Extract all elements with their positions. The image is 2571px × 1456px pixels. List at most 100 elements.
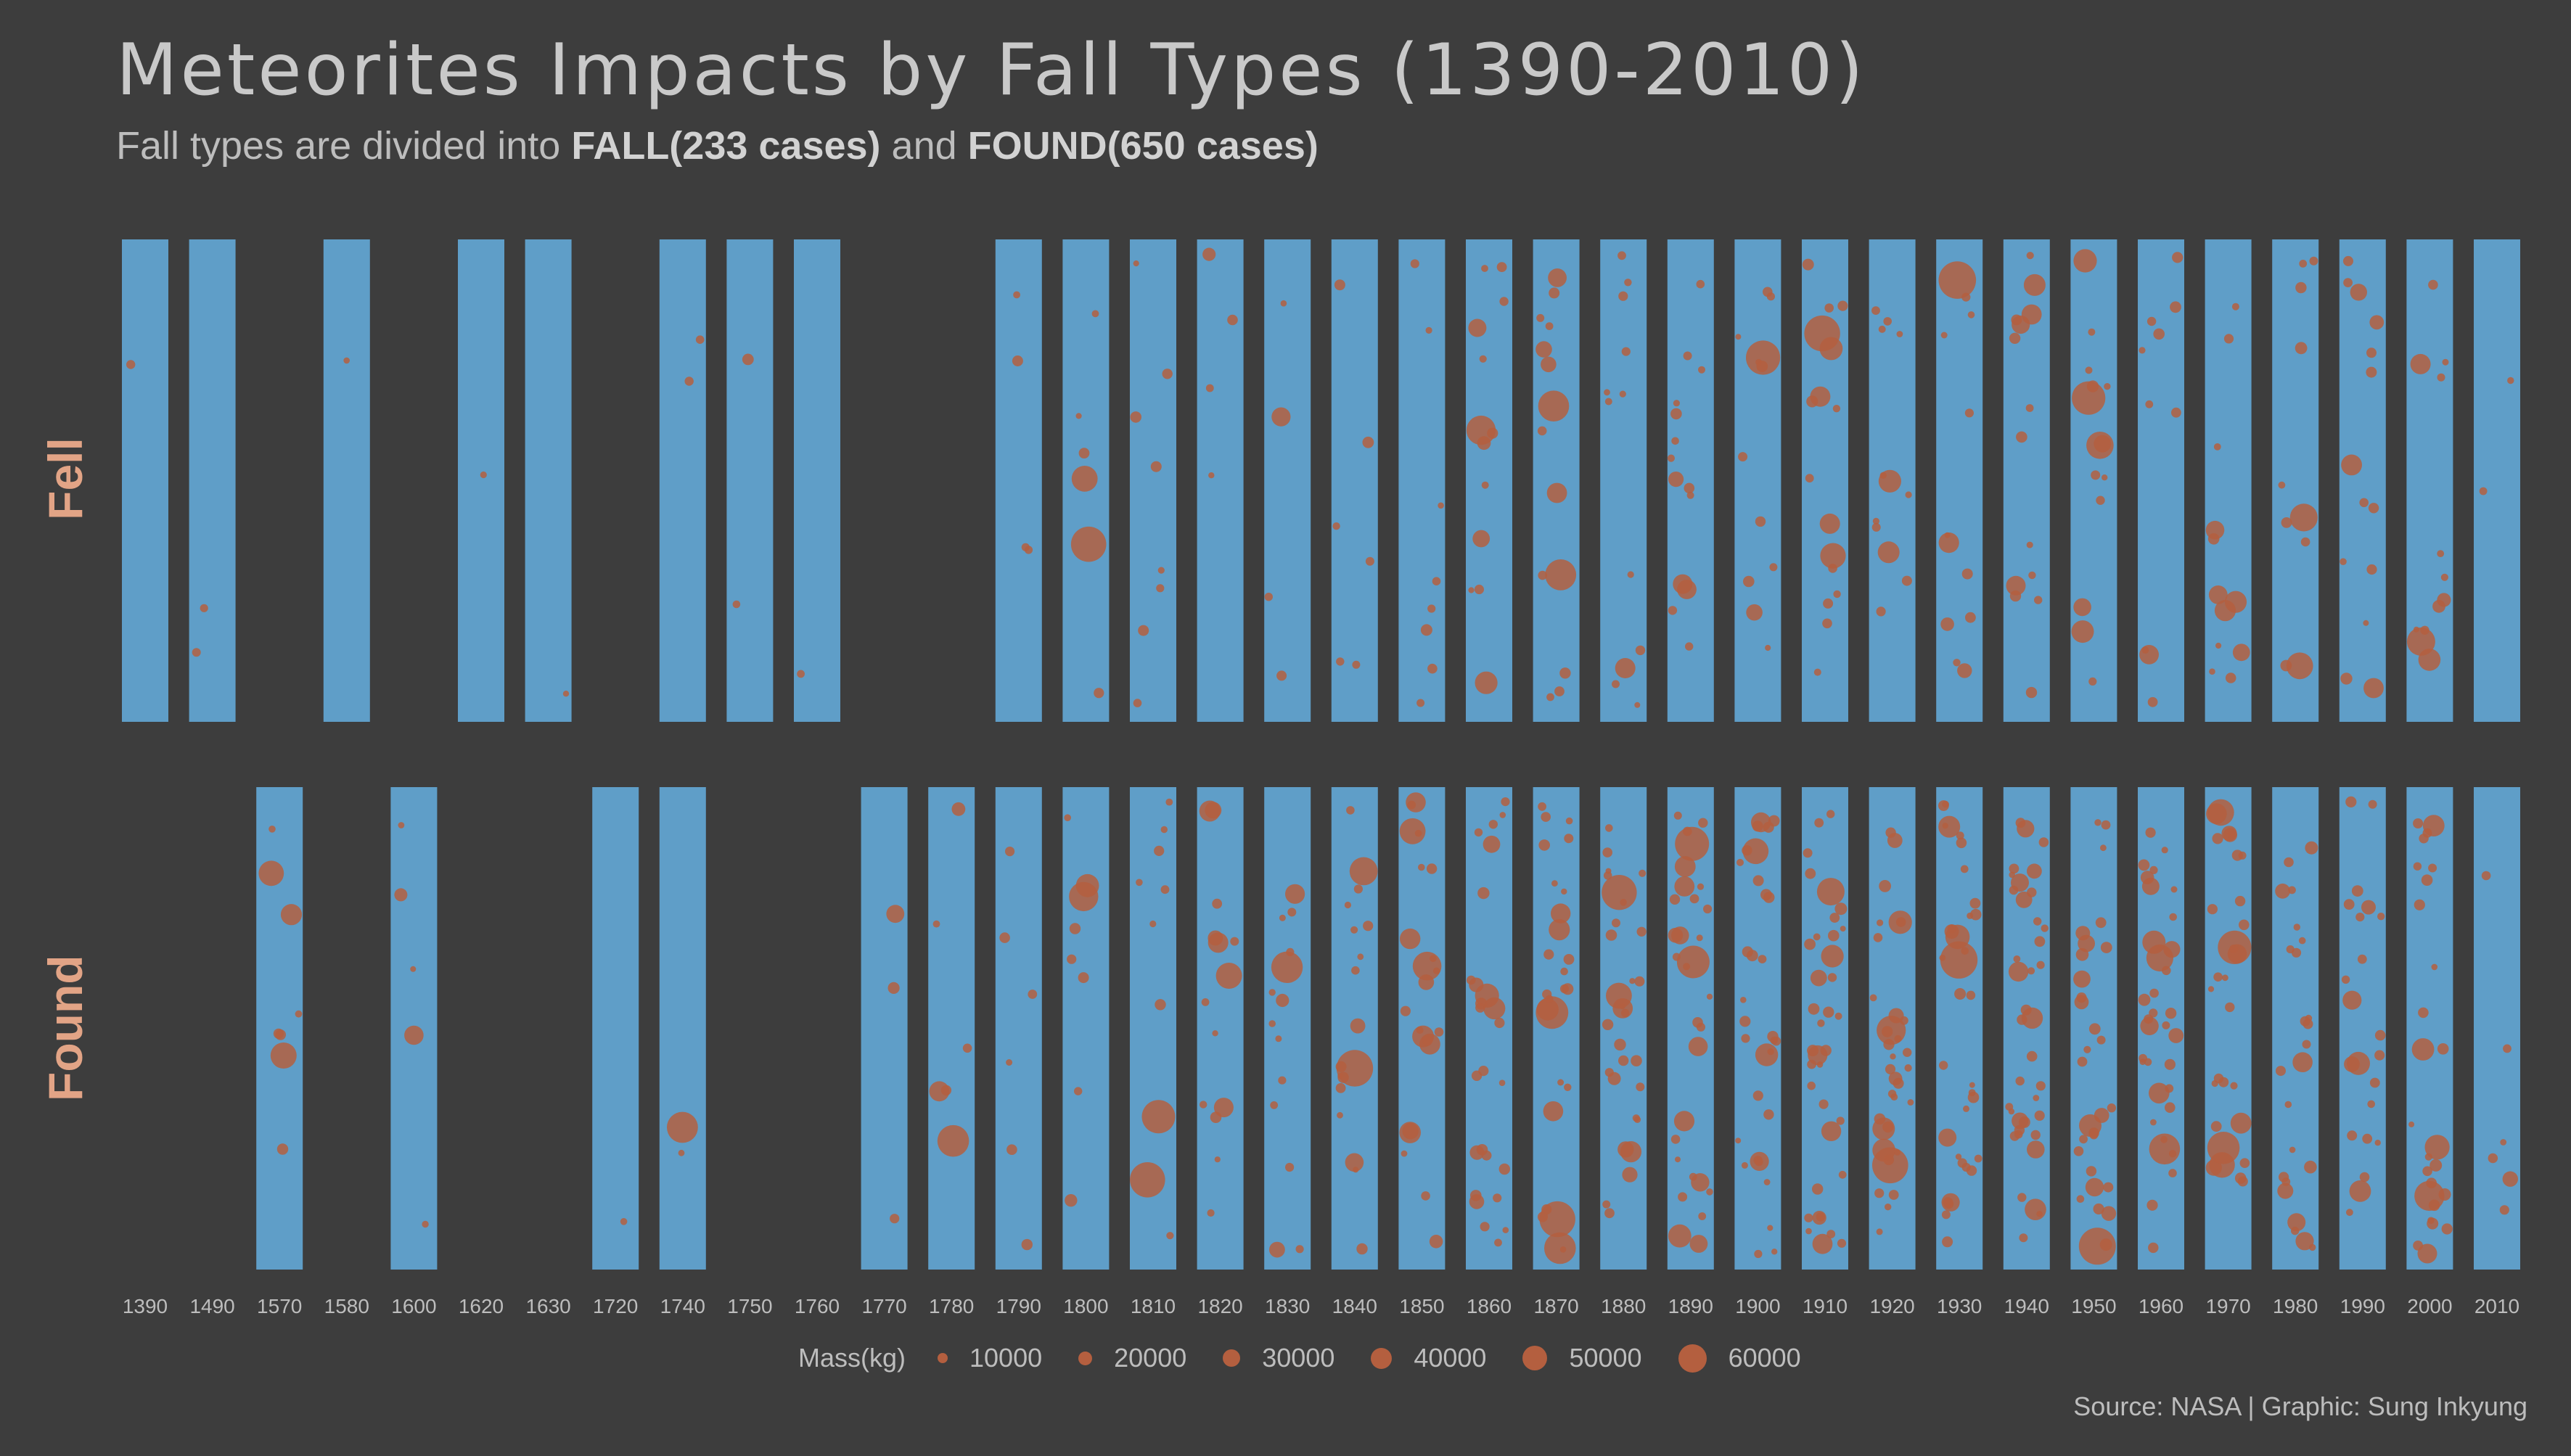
meteorite-dot-found-1880: [1639, 869, 1647, 877]
meteorite-dot-found-1920: [1885, 1064, 1896, 1074]
meteorite-dot-found-1920: [1876, 1228, 1883, 1235]
meteorite-dot-found-1900: [1736, 858, 1744, 866]
meteorite-dot-found-1950: [2083, 1045, 2091, 1053]
meteorite-dot-found-1900: [1768, 815, 1780, 827]
meteorite-dot-found-1840: [1357, 953, 1364, 961]
meteorite-dot-found-1940: [2035, 1081, 2046, 1091]
meteorite-dot-fell-1850: [1432, 577, 1441, 585]
meteorite-dot-fell-1930: [1940, 332, 1948, 339]
meteorite-dot-fell-1930: [1953, 659, 1961, 667]
meteorite-dot-fell-1970: [2224, 591, 2247, 613]
meteorite-dot-found-1920: [1874, 1188, 1885, 1198]
meteorite-dot-fell-1920: [1871, 522, 1881, 532]
meteorite-dot-found-1990: [2357, 954, 2367, 964]
meteorite-dot-found-1970: [2207, 1132, 2240, 1164]
meteorite-dot-found-1850: [1418, 863, 1425, 871]
meteorite-dot-found-1890: [1673, 1111, 1695, 1132]
meteorite-dot-found-1850: [1434, 1027, 1444, 1037]
meteorite-dot-found-1940: [2034, 1110, 2045, 1121]
meteorite-dot-fell-1860: [1499, 297, 1509, 306]
meteorite-dot-found-1970: [2205, 1159, 2222, 1176]
meteorite-dot-found-2000: [2413, 862, 2422, 871]
meteorite-dot-fell-2000: [2437, 593, 2451, 607]
meteorite-dot-fell-1870: [1548, 268, 1567, 287]
meteorite-dot-found-1790: [999, 932, 1010, 943]
meteorite-dot-found-1840: [1345, 1153, 1364, 1172]
meteorite-dot-fell-1910: [1824, 303, 1834, 313]
legend-label: 20000: [1114, 1343, 1187, 1373]
meteorite-dot-fell-1800: [1078, 448, 1090, 458]
meteorite-dot-found-1870: [1565, 817, 1573, 825]
meteorite-dot-fell-2010: [2507, 377, 2514, 384]
meteorite-dot-found-1970: [2210, 1121, 2222, 1132]
bar-found-1810: [1130, 787, 1176, 1270]
bar-fell-1960: [2138, 239, 2184, 722]
x-tick-label: 1990: [2340, 1295, 2385, 1317]
meteorite-dot-fell-1950: [2073, 598, 2091, 617]
meteorite-dot-found-1940: [2027, 967, 2035, 975]
meteorite-dot-found-1920: [1894, 1149, 1900, 1156]
meteorite-dot-found-1860: [1477, 887, 1490, 900]
meteorite-dot-fell-1860: [1468, 587, 1475, 593]
meteorite-dot-found-1990: [2369, 1077, 2380, 1088]
meteorite-dot-found-1900: [1741, 1034, 1750, 1043]
meteorite-dot-found-1960: [2148, 1242, 2159, 1254]
meteorite-dot-found-2000: [2408, 1121, 2415, 1127]
meteorite-dot-found-1930: [1938, 1128, 1957, 1147]
meteorite-dot-found-1960: [2138, 859, 2150, 871]
meteorite-dot-fell-1860: [1472, 530, 1490, 548]
meteorite-dot-found-1950: [2096, 1035, 2106, 1045]
meteorite-dot-fell-1880: [1635, 645, 1646, 656]
bar-fell-1990: [2339, 239, 2386, 722]
meteorite-dot-fell-1970: [2231, 303, 2239, 310]
meteorite-dot-fell-1900: [1735, 334, 1742, 340]
meteorite-dot-found-1990: [2351, 885, 2363, 897]
meteorite-dot-found-1920: [1904, 1064, 1912, 1072]
meteorite-dot-fell-1810: [1138, 625, 1149, 636]
meteorite-dot-found-1880: [1631, 1055, 1642, 1066]
bar-fell-1820: [1197, 239, 1244, 722]
meteorite-dot-found-1830: [1271, 951, 1303, 984]
meteorite-dot-fell-1920: [1877, 541, 1900, 564]
meteorite-dot-found-1950: [2073, 1146, 2084, 1156]
meteorite-dot-found-1930: [1969, 1082, 1975, 1088]
meteorite-dot-found-1870: [1549, 919, 1570, 941]
meteorite-dot-found-1910: [1820, 1045, 1832, 1056]
x-tick-label: 1900: [1735, 1295, 1780, 1317]
meteorite-dot-found-1770: [890, 1214, 900, 1224]
meteorite-dot-found-1790: [1028, 990, 1038, 999]
meteorite-dot-found-1940: [2033, 1095, 2040, 1101]
x-tick-label: 1920: [1869, 1295, 1914, 1317]
meteorite-dot-found-1920: [1874, 1113, 1886, 1125]
meteorite-dot-found-1950: [2107, 1103, 2117, 1113]
meteorite-dot-found-1970: [2213, 972, 2223, 982]
meteorite-dot-found-1940: [2027, 887, 2037, 897]
meteorite-dot-fell-1930: [1964, 408, 1974, 418]
meteorite-dot-found-1990: [2343, 899, 2355, 910]
meteorite-dot-fell-1920: [1896, 331, 1903, 337]
x-tick-label: 1720: [593, 1295, 638, 1317]
meteorite-dot-found-1910: [1816, 878, 1845, 906]
meteorite-dot-found-1900: [1752, 1090, 1763, 1101]
meteorite-dot-found-1860: [1469, 977, 1484, 992]
meteorite-dot-found-1600: [404, 1025, 424, 1045]
meteorite-dot-fell-1920: [1883, 317, 1892, 326]
meteorite-dot-found-1960: [2168, 1150, 2177, 1158]
meteorite-dot-fell-1490: [200, 604, 208, 612]
meteorite-dot-found-1930: [1969, 908, 1982, 921]
meteorite-dot-found-1960: [2149, 988, 2159, 998]
meteorite-dot-found-1930: [1939, 1061, 1948, 1070]
x-tick-label: 2000: [2407, 1295, 2452, 1317]
meteorite-dot-fell-1900: [1755, 516, 1766, 527]
meteorite-dot-found-1990: [2377, 913, 2385, 921]
meteorite-dot-found-1990: [2362, 1133, 2373, 1144]
meteorite-dot-found-1820: [1230, 937, 1239, 946]
meteorite-dot-fell-1950: [2072, 381, 2106, 415]
meteorite-dot-fell-1980: [2289, 503, 2318, 532]
legend-item: 50000: [1522, 1343, 1642, 1373]
meteorite-dot-found-1860: [1493, 1193, 1502, 1203]
meteorite-dot-found-1940: [2041, 924, 2049, 932]
meteorite-dot-found-1880: [1602, 875, 1637, 910]
meteorite-dot-fell-1980: [2309, 256, 2318, 266]
